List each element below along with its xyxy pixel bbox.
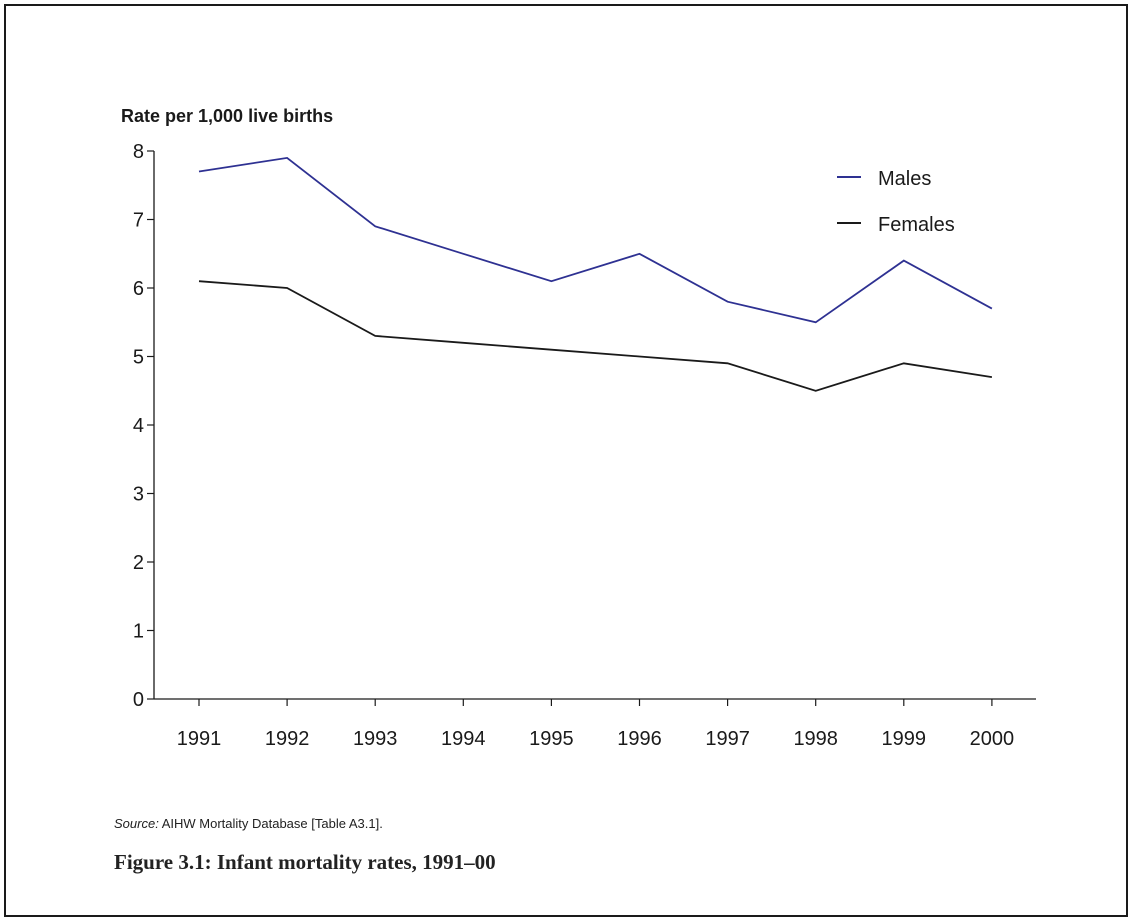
series-line-females: [198, 280, 993, 392]
y-tick-label: 8: [133, 141, 144, 163]
figure-caption: Figure 3.1: Infant mortality rates, 1991…: [114, 850, 496, 874]
x-tick-label: 2000: [970, 728, 1015, 750]
x-tick-label: 1992: [265, 728, 310, 750]
legend-label-males: Males: [878, 168, 931, 190]
source-note: Source: AIHW Mortality Database [Table A…: [114, 816, 383, 831]
y-tick-label: 7: [133, 210, 144, 232]
y-tick-label: 4: [133, 415, 144, 437]
y-tick-label: 0: [133, 689, 144, 711]
x-tick-label: 1994: [441, 728, 486, 750]
y-tick-label: 1: [133, 621, 144, 643]
y-tick-label: 2: [133, 552, 144, 574]
x-tick-label: 1999: [882, 728, 927, 750]
x-tick-label: 1996: [617, 728, 662, 750]
series-layer: [198, 156, 993, 392]
x-tick-label: 1997: [705, 728, 750, 750]
x-tick-label: 1995: [529, 728, 574, 750]
y-tick-label: 3: [133, 484, 144, 506]
y-axis-label: Rate per 1,000 live births: [121, 106, 333, 126]
x-tick-label: 1998: [793, 728, 838, 750]
y-tick-label: 6: [133, 278, 144, 300]
axes: 0 1 2 3 4 5 6 7 8 1991 1992 1993 1994 1995 1996 1997 199…: [133, 141, 1036, 750]
source-text: AIHW Mortality Database [Table A3.1].: [158, 816, 383, 831]
x-tick-label: 1991: [177, 728, 222, 750]
source-label: Source:: [114, 816, 159, 831]
figure-frame: [4, 4, 1128, 917]
y-tick-label: 5: [133, 347, 144, 369]
legend: Males Females: [837, 168, 955, 236]
legend-label-females: Females: [878, 214, 955, 236]
x-tick-label: 1993: [353, 728, 398, 750]
series-line-males: [198, 156, 993, 324]
